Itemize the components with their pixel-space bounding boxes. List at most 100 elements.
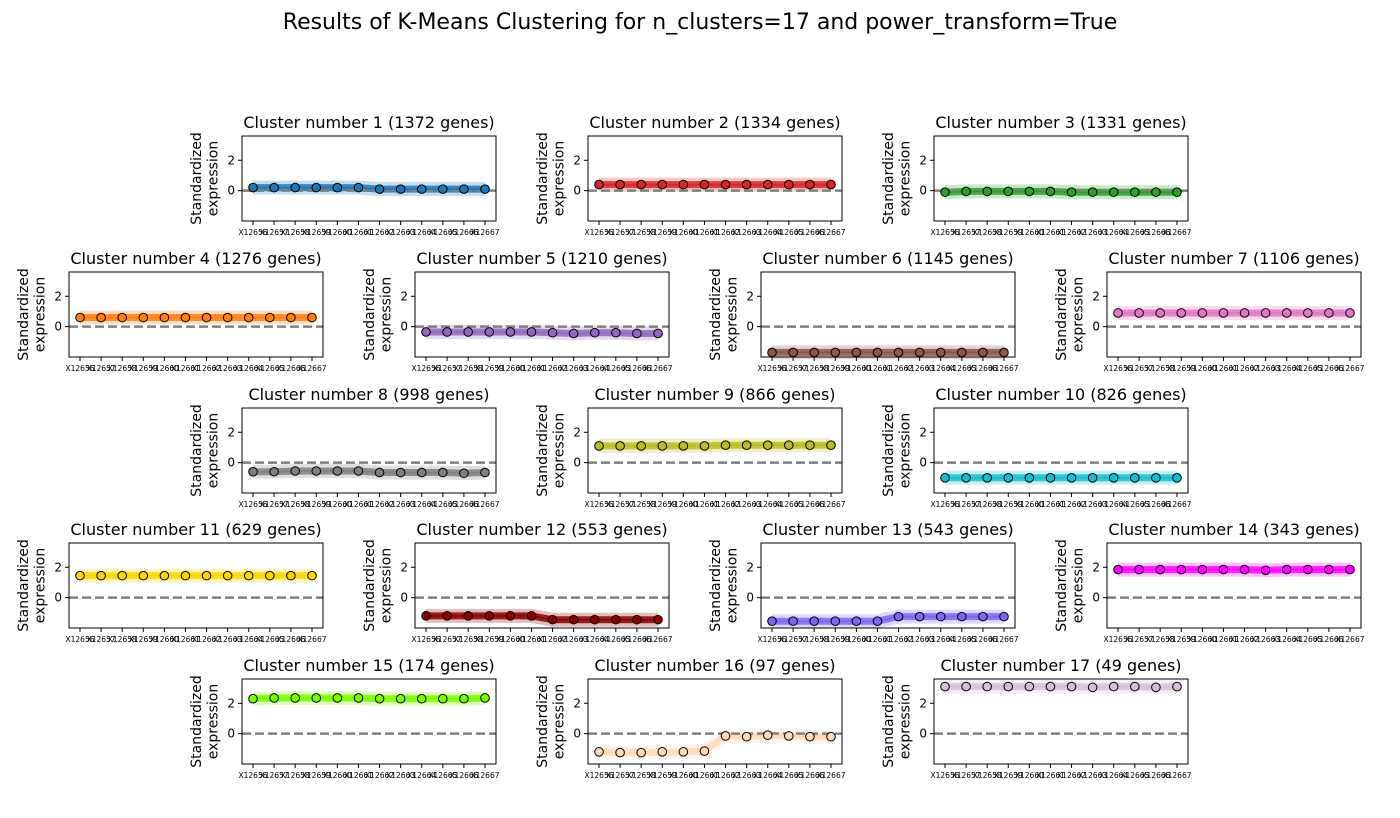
y-tick-label: 0	[1092, 320, 1100, 334]
x-tick-label: X12660	[1188, 364, 1217, 373]
centroid-point	[1024, 681, 1035, 692]
centroid-point	[1151, 682, 1161, 693]
centroid-point	[374, 693, 385, 704]
centroid-point	[720, 731, 731, 741]
x-tick-label: X12659	[648, 500, 677, 509]
x-tick-label: X12667	[298, 364, 327, 373]
centroid-point	[484, 611, 495, 621]
centroid-point	[290, 693, 300, 703]
y-tick-label: 0	[1092, 591, 1100, 605]
x-tick-label: X12666	[1314, 635, 1343, 644]
centroid-point	[784, 731, 794, 741]
centroid-point	[678, 441, 689, 451]
x-tick-label: X12656	[412, 635, 441, 644]
x-tick-label: X12657	[952, 771, 981, 780]
y-tick-label: 2	[54, 289, 62, 303]
x-tick-label: X12662	[1230, 364, 1259, 373]
x-tick-label: X12659	[1167, 364, 1196, 373]
x-tick-label: X12663	[1251, 364, 1280, 373]
centroid-point	[982, 186, 992, 197]
cluster-panel-6: Cluster number 6 (1145 genes) Standardize…	[708, 249, 1019, 373]
centroid-point	[957, 347, 967, 358]
centroid-point	[201, 570, 212, 581]
x-tick-label: X12661	[1036, 500, 1065, 509]
y-tick-label: 0	[227, 184, 235, 198]
centroid-point	[741, 179, 752, 190]
y-axis-label: Standardizedexpression	[881, 132, 913, 224]
centroid-line	[599, 444, 831, 447]
centroid-point	[353, 182, 364, 193]
axes-frame	[587, 135, 843, 222]
x-tick-label: X12658	[281, 228, 310, 237]
x-tick-label: X12666	[1141, 228, 1170, 237]
centroid-point	[463, 611, 473, 621]
centroid-point	[1218, 308, 1229, 318]
y-axis-label: Standardizedexpression	[16, 539, 48, 631]
centroid-point	[311, 182, 322, 193]
y-axis-label: Standardizedexpression	[881, 675, 913, 767]
y-tick-label: 2	[1092, 560, 1100, 574]
centroid-point	[678, 179, 689, 190]
x-tick-label: X12657	[779, 635, 808, 644]
centroid-point	[1345, 564, 1355, 575]
y-tick-label: 2	[919, 153, 927, 167]
centroid-point	[851, 616, 862, 626]
centroid-point	[416, 693, 427, 704]
y-tick-label: 2	[573, 153, 581, 167]
x-tick-label: X12661	[1209, 364, 1238, 373]
x-tick-label: X12665	[1293, 364, 1322, 373]
centroid-point	[265, 570, 275, 581]
centroid-line	[1118, 568, 1350, 572]
y-tick-label: 2	[227, 696, 235, 710]
x-tick-label: X12658	[800, 364, 829, 373]
x-tick-label: X12661	[171, 635, 200, 644]
centroid-point	[809, 347, 819, 358]
x-tick-label: X12658	[454, 364, 483, 373]
x-tick-label: X12663	[732, 500, 761, 509]
x-tick-label: X12666	[795, 228, 824, 237]
x-tick-label: X12665	[255, 635, 284, 644]
y-tick-label: 2	[400, 289, 408, 303]
centroid-point	[438, 467, 448, 478]
centroid-point	[1151, 473, 1161, 483]
centroid-point	[1130, 187, 1140, 197]
y-axis-label: Standardizedexpression	[189, 675, 221, 767]
x-tick-label: X12657	[1125, 364, 1154, 373]
centroid-point	[290, 466, 300, 476]
x-tick-label: X12667	[1163, 771, 1192, 780]
y-axis-label: Standardizedexpression	[881, 404, 913, 496]
x-tick-label: X12664	[926, 364, 955, 373]
cluster-panel-9: Cluster number 9 (866 genes) Standardized…	[535, 385, 846, 509]
x-tick-label: X12667	[1163, 228, 1192, 237]
x-tick-label: X12658	[1146, 635, 1175, 644]
centroid-point	[547, 327, 558, 338]
x-tick-label: X12662	[365, 500, 394, 509]
centroid-point	[762, 730, 773, 740]
centroid-point	[286, 570, 296, 581]
centroid-point	[615, 441, 625, 451]
x-tick-label: X12665	[428, 500, 457, 509]
cluster-panel-14: Cluster number 14 (343 genes) Standardize…	[1054, 520, 1365, 644]
panel-title: Cluster number 16 (97 genes)	[594, 656, 835, 675]
centroid-point	[1260, 565, 1271, 576]
centroid-point	[1113, 308, 1123, 318]
centroid-point	[265, 312, 275, 323]
centroid-point	[332, 466, 343, 476]
centroid-point	[1197, 564, 1208, 575]
x-tick-label: X12656	[66, 364, 95, 373]
centroid-point	[611, 327, 621, 338]
centroid-point	[657, 747, 668, 757]
x-tick-label: X12661	[1036, 228, 1065, 237]
centroid-point	[741, 440, 752, 450]
centroid-point	[1108, 681, 1119, 692]
centroid-point	[914, 611, 925, 622]
x-tick-label: X12665	[947, 635, 976, 644]
centroid-point	[374, 184, 385, 194]
centroid-point	[830, 347, 841, 358]
centroid-point	[1197, 308, 1208, 318]
x-tick-label: X12659	[475, 364, 504, 373]
centroid-point	[1324, 564, 1334, 575]
x-tick-label: X12656	[931, 228, 960, 237]
centroid-point	[505, 611, 516, 621]
